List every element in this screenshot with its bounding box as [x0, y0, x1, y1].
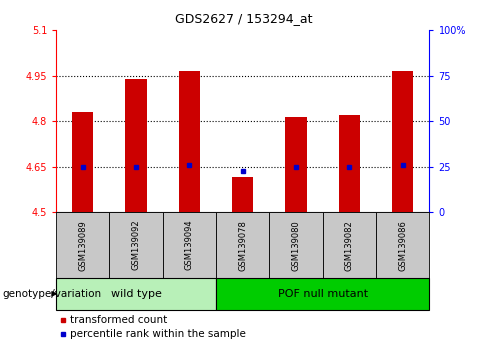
Text: GSM139082: GSM139082: [345, 220, 354, 270]
Bar: [232, 177, 253, 212]
Bar: [56, 212, 109, 278]
Text: GDS2627 / 153294_at: GDS2627 / 153294_at: [175, 12, 313, 25]
Bar: [109, 212, 163, 278]
Bar: [56, 278, 216, 310]
Bar: [376, 212, 429, 278]
Bar: [392, 71, 413, 212]
Text: genotype/variation: genotype/variation: [2, 289, 102, 299]
Text: GSM139092: GSM139092: [132, 220, 141, 270]
Text: GSM139078: GSM139078: [238, 220, 247, 270]
Text: transformed count: transformed count: [70, 315, 167, 325]
Text: GSM139080: GSM139080: [292, 220, 301, 270]
Bar: [216, 278, 429, 310]
Text: percentile rank within the sample: percentile rank within the sample: [70, 329, 246, 339]
Bar: [285, 117, 307, 212]
Text: POF null mutant: POF null mutant: [278, 289, 368, 299]
Text: GSM139089: GSM139089: [78, 220, 87, 270]
Bar: [339, 115, 360, 212]
Bar: [163, 212, 216, 278]
Text: GSM139086: GSM139086: [398, 220, 407, 270]
Bar: [323, 212, 376, 278]
Text: wild type: wild type: [111, 289, 162, 299]
Bar: [216, 212, 269, 278]
Bar: [179, 71, 200, 212]
Text: GSM139094: GSM139094: [185, 220, 194, 270]
Bar: [125, 79, 147, 212]
Bar: [72, 112, 94, 212]
Bar: [269, 212, 323, 278]
